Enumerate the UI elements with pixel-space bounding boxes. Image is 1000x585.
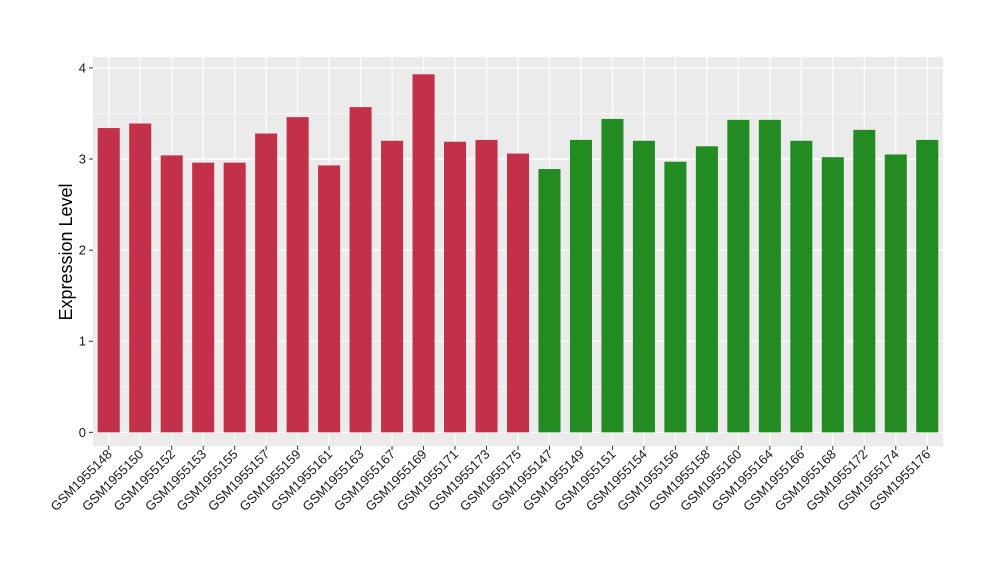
bar-GSM1955173: [475, 139, 498, 433]
bar-GSM1955161: [318, 165, 341, 433]
bar-GSM1955163: [349, 107, 372, 433]
bar-GSM1955159: [286, 117, 309, 433]
bar-GSM1955174: [884, 154, 907, 433]
y-tick-label: 1: [79, 334, 86, 349]
x-axis: GSM1955148GSM1955150GSM1955152GSM1955153…: [48, 446, 933, 514]
bar-GSM1955156: [664, 161, 687, 433]
bar-GSM1955147: [538, 169, 561, 433]
bar-GSM1955152: [160, 155, 183, 433]
y-axis-title: Expression Level: [56, 183, 76, 320]
bar-GSM1955157: [255, 133, 278, 433]
y-tick-label: 3: [79, 152, 86, 167]
bar-GSM1955150: [129, 123, 152, 433]
bar-GSM1955169: [412, 74, 435, 433]
bar-GSM1955154: [632, 140, 655, 433]
y-axis: 0 1 2 3 4: [79, 60, 93, 440]
y-tick-label: 2: [79, 243, 86, 258]
bar-GSM1955149: [569, 139, 592, 433]
bar-GSM1955153: [192, 162, 215, 433]
bar-GSM1955160: [727, 119, 750, 433]
bar-series: [97, 74, 939, 433]
bar-GSM1955155: [223, 162, 246, 433]
bar-GSM1955158: [695, 146, 718, 433]
bar-GSM1955171: [444, 141, 467, 433]
bar-GSM1955167: [381, 140, 404, 433]
bar-GSM1955168: [821, 157, 844, 433]
bar-GSM1955151: [601, 118, 624, 433]
bar-GSM1955176: [916, 139, 939, 433]
y-tick-label: 0: [79, 425, 86, 440]
bar-GSM1955172: [853, 129, 876, 433]
y-tick-label: 4: [79, 60, 86, 75]
bar-GSM1955164: [758, 119, 781, 433]
bar-GSM1955148: [97, 128, 120, 433]
bar-GSM1955166: [790, 140, 813, 433]
bar-GSM1955175: [506, 153, 530, 433]
